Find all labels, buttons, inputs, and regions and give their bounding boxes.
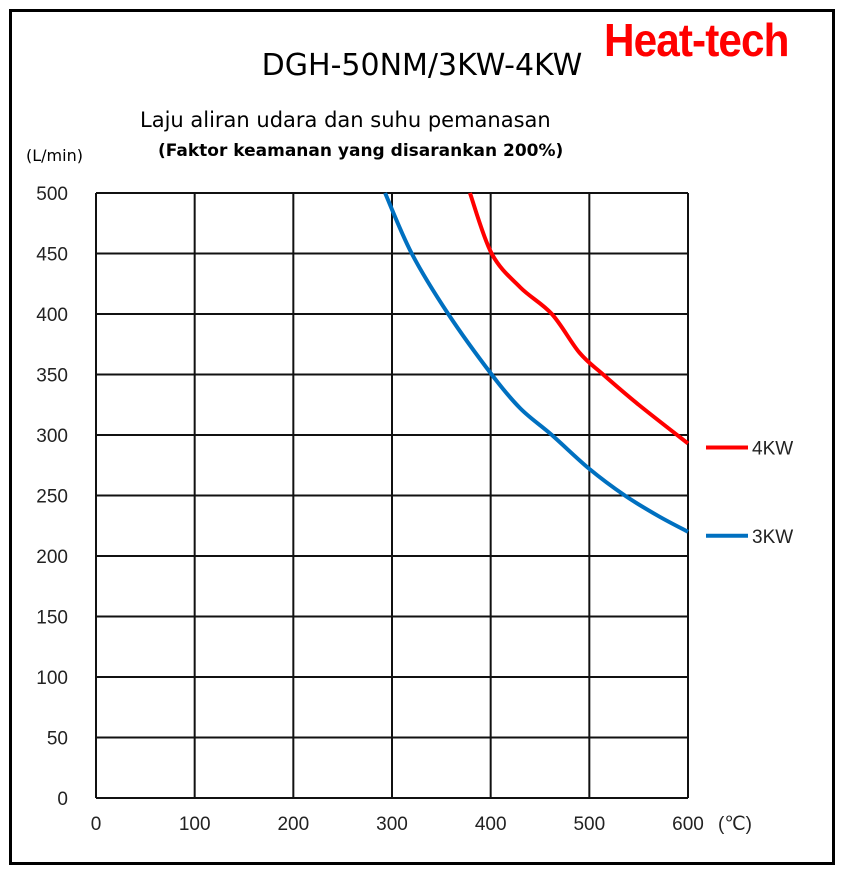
y-tick-label: 500 xyxy=(36,184,68,205)
chart-frame xyxy=(9,9,835,865)
chart-title: DGH-50NM/3KW-4KW xyxy=(261,48,583,83)
y-tick-label: 200 xyxy=(36,547,68,568)
y-tick-label: 0 xyxy=(57,789,68,810)
y-tick-label: 450 xyxy=(36,245,68,266)
y-tick-label: 250 xyxy=(36,487,68,508)
y-tick-label: 400 xyxy=(36,305,68,326)
y-tick-label: 300 xyxy=(36,426,68,447)
y-axis-label: (L/min) xyxy=(26,146,83,165)
x-axis-label: (℃) xyxy=(718,814,752,835)
series-line-4kw xyxy=(468,192,690,446)
x-tick-label: 400 xyxy=(475,814,507,835)
x-tick-label: 0 xyxy=(91,814,102,835)
brand-logo: Heat-tech xyxy=(604,14,789,66)
x-tick-label: 300 xyxy=(376,814,408,835)
series-line-3kw xyxy=(383,192,689,534)
x-tick-label: 500 xyxy=(573,814,605,835)
chart-subtitle-note: (Faktor keamanan yang disarankan 200%) xyxy=(158,141,564,161)
y-tick-label: 50 xyxy=(47,729,68,750)
chart-subtitle: Laju aliran udara dan suhu pemanasan xyxy=(140,108,551,132)
legend-label-4kw: 4KW xyxy=(752,438,793,459)
legend-label-3kw: 3KW xyxy=(752,527,793,548)
y-tick-label: 100 xyxy=(36,668,68,689)
x-tick-label: 100 xyxy=(179,814,211,835)
y-tick-label: 150 xyxy=(36,608,68,629)
y-tick-label: 350 xyxy=(36,366,68,387)
x-tick-label: 200 xyxy=(277,814,309,835)
x-tick-label: 600 xyxy=(672,814,704,835)
